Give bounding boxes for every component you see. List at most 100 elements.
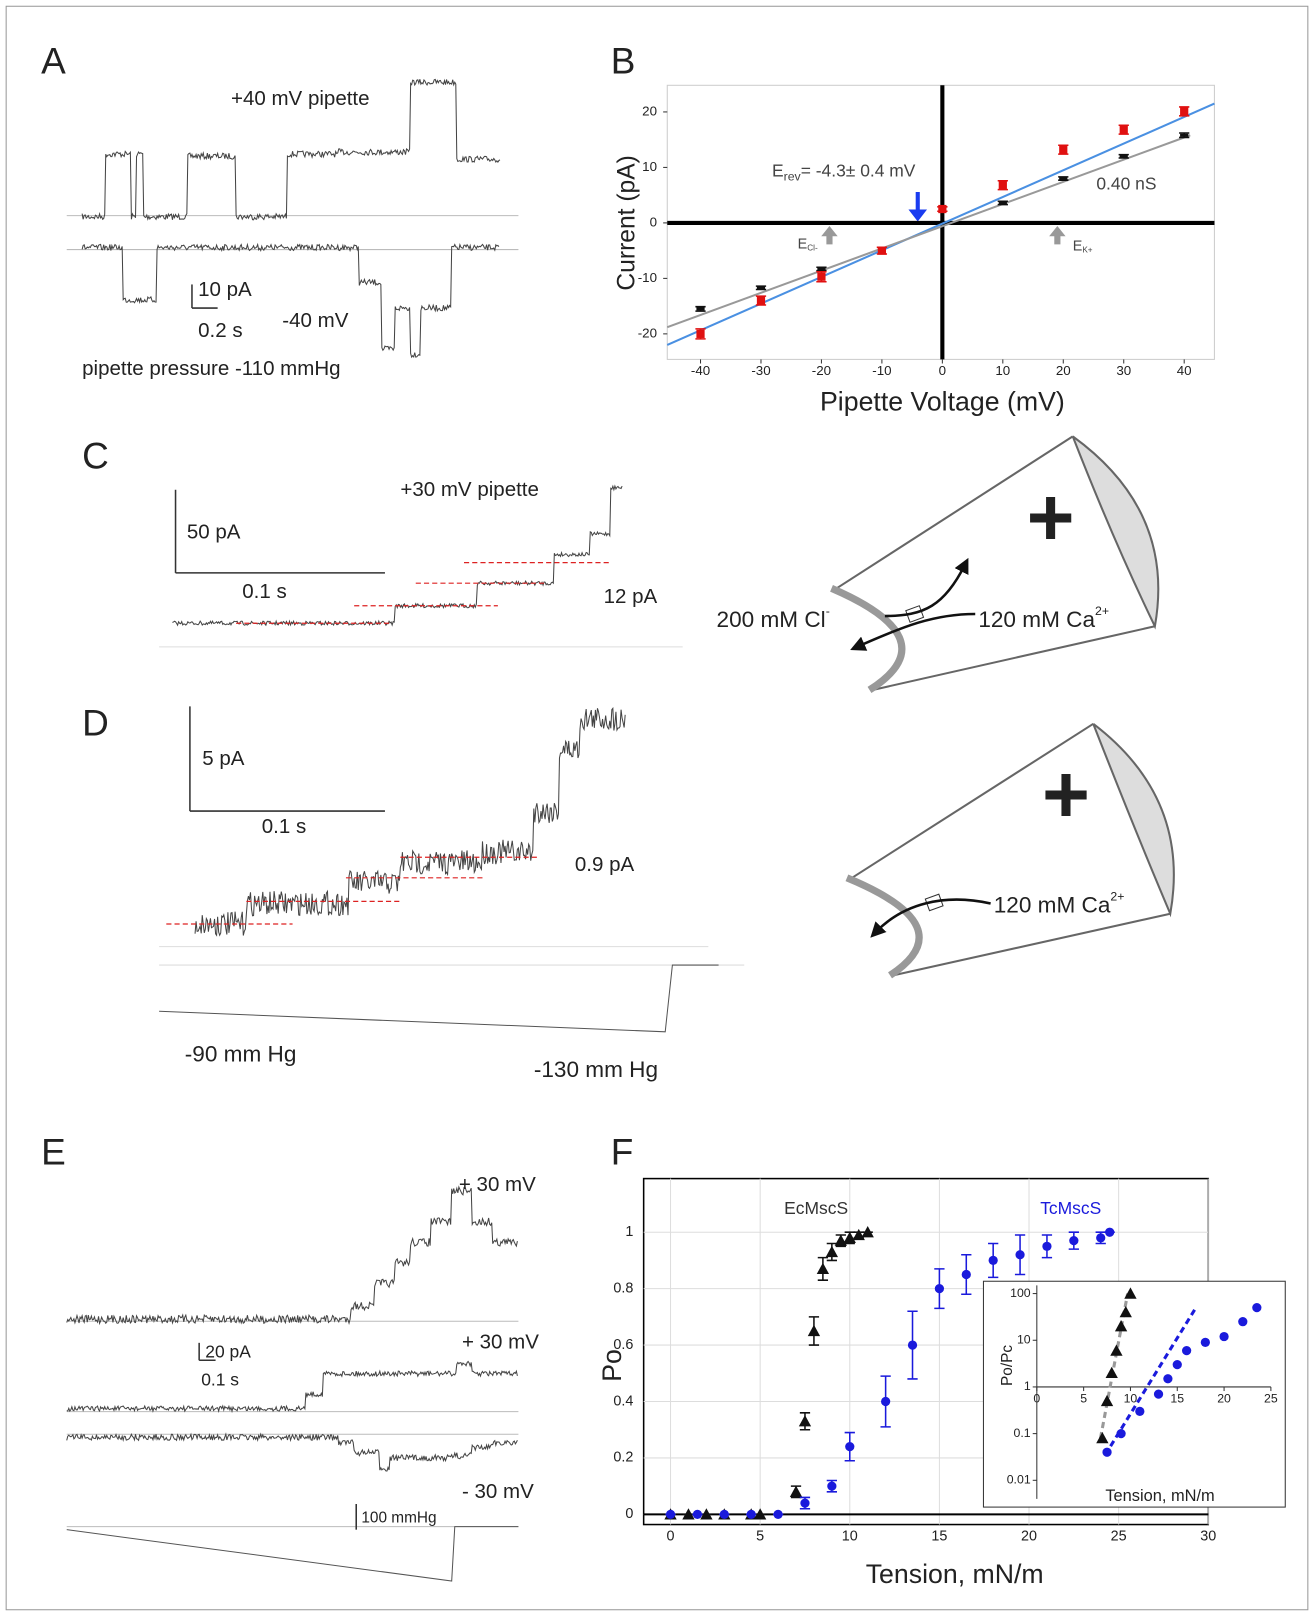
figure-border — [5, 5, 1309, 1611]
ion-arrow — [870, 898, 991, 938]
marker — [827, 1481, 837, 1491]
x-axis-label: Pipette Voltage (mV) — [820, 387, 1065, 417]
x-tick-label: 0 — [667, 1529, 675, 1545]
x-tick-label: -10 — [872, 363, 891, 378]
current-trace — [172, 484, 623, 627]
x-axis-label: Tension, mN/m — [866, 1559, 1044, 1589]
x-tick-label: 30 — [1116, 363, 1131, 378]
ion-text: 120 mM Ca — [994, 893, 1111, 918]
pressure-label: -90 mm Hg — [185, 1041, 297, 1066]
ion-label: 120 mM Ca2+ — [994, 890, 1125, 918]
scale-label: 0.1 s — [201, 1369, 239, 1389]
ion-arrow — [884, 557, 969, 618]
marker — [719, 1509, 729, 1520]
marker — [934, 1284, 945, 1294]
y-tick-label: 20 — [642, 103, 657, 118]
marker — [1105, 1366, 1118, 1379]
marker — [1015, 1250, 1025, 1260]
marker — [877, 246, 887, 255]
marker — [1114, 1320, 1128, 1332]
marker — [1252, 1303, 1262, 1313]
scale-label: 10 pA — [198, 278, 252, 301]
marker — [692, 1509, 703, 1520]
layout-line — [851, 722, 1094, 879]
marker — [682, 1508, 695, 1520]
marker — [1042, 1241, 1052, 1251]
x-tick-label: 30 — [1200, 1529, 1216, 1545]
pressure-label: -130 mm Hg — [534, 1057, 658, 1082]
y-tick-label: 1 — [625, 1224, 633, 1240]
annotation: ECl- — [798, 236, 818, 252]
marker — [1100, 1394, 1114, 1407]
step-label: 0.9 pA — [575, 853, 635, 876]
x-tick-label: 0 — [939, 363, 946, 378]
annotation-subscript: rev — [784, 170, 802, 184]
marker — [1172, 1360, 1182, 1370]
y-tick-label: 10 — [642, 159, 657, 174]
current-trace — [194, 706, 626, 937]
annotation-text: = -4.3± 0.4 mV — [801, 160, 916, 180]
x-axis-label: Tension, mN/m — [1105, 1487, 1214, 1505]
cone-opening — [1071, 435, 1160, 630]
marker — [816, 1262, 830, 1275]
trace-label: -40 mV — [282, 309, 348, 332]
inset-frame — [982, 1280, 1286, 1508]
annotation-subscript: K+ — [1082, 246, 1092, 255]
marker — [756, 286, 766, 290]
ion-charge: 2+ — [1110, 890, 1124, 904]
trace-label: + 30 mV — [459, 1173, 536, 1196]
marker — [907, 1340, 918, 1350]
y-tick-label: 1 — [1024, 1379, 1031, 1393]
marker — [845, 1442, 855, 1452]
panel-label: B — [611, 41, 636, 82]
scale-label: 50 pA — [187, 520, 241, 543]
y-tick-label: 0.2 — [613, 1450, 633, 1466]
trace-label: +30 mV pipette — [400, 478, 539, 501]
x-tick-label: 10 — [1124, 1392, 1138, 1406]
current-trace — [66, 1432, 518, 1472]
y-tick-label: 0.4 — [613, 1393, 633, 1409]
plus-sign: + — [1027, 472, 1075, 563]
marker — [852, 1228, 865, 1241]
layout-line — [872, 625, 1156, 691]
marker — [988, 1255, 998, 1266]
marker — [756, 296, 766, 305]
membrane — [845, 874, 923, 979]
x-tick-label: 10 — [842, 1529, 858, 1545]
marker — [1219, 1331, 1229, 1342]
scale-label: 5 pA — [202, 747, 245, 770]
x-tick-label: 20 — [1021, 1529, 1037, 1545]
step-label: 12 pA — [604, 585, 658, 608]
x-tick-label: -30 — [751, 363, 770, 378]
pressure-trace — [66, 1526, 519, 1582]
marker — [773, 1509, 783, 1520]
marker — [696, 329, 705, 338]
marker — [1238, 1317, 1248, 1327]
marker — [1059, 176, 1068, 181]
marker — [789, 1485, 803, 1497]
x-tick-label: 15 — [931, 1529, 947, 1545]
panel-label: A — [41, 41, 66, 82]
scale-label: 0.1 s — [242, 580, 286, 603]
marker — [998, 201, 1007, 205]
y-tick-label: 0.6 — [613, 1337, 633, 1353]
x-tick-label: 20 — [1217, 1392, 1231, 1406]
x-tick-label: 5 — [756, 1529, 764, 1545]
marker — [881, 1396, 891, 1407]
annotation-symbol: E — [798, 236, 808, 252]
current-trace — [81, 78, 501, 221]
trace-label: + 30 mV — [462, 1330, 539, 1353]
panel-label: C — [82, 436, 109, 477]
marker — [1163, 1374, 1173, 1384]
arrow — [1049, 225, 1066, 245]
ion-text: 200 mM Cl — [717, 607, 826, 632]
x-tick-label: 25 — [1264, 1392, 1278, 1406]
marker — [700, 1508, 713, 1520]
marker — [1180, 107, 1189, 116]
marker — [1153, 1389, 1164, 1399]
annotation-symbol: E — [772, 160, 784, 180]
y-tick-label: 0 — [650, 214, 657, 229]
marker — [1105, 1227, 1115, 1237]
x-tick-label: -40 — [691, 363, 710, 378]
